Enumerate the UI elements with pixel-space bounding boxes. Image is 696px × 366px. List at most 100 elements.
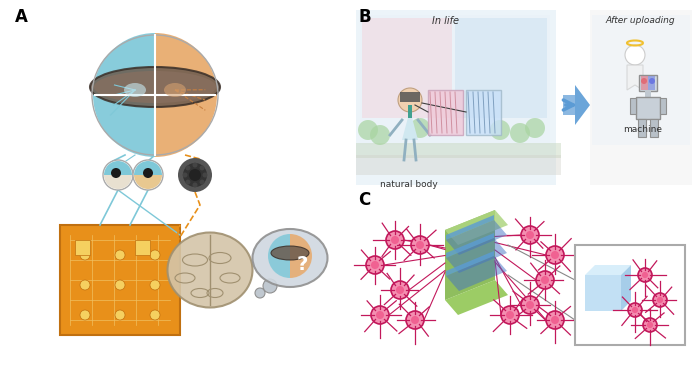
Bar bbox=[636, 97, 660, 119]
Circle shape bbox=[521, 296, 539, 314]
Bar bbox=[400, 92, 420, 102]
Circle shape bbox=[193, 183, 198, 187]
Circle shape bbox=[643, 318, 657, 332]
Circle shape bbox=[80, 310, 90, 320]
Polygon shape bbox=[445, 210, 508, 245]
Circle shape bbox=[371, 261, 379, 269]
Bar bbox=[660, 98, 666, 114]
Circle shape bbox=[182, 172, 187, 178]
Circle shape bbox=[632, 307, 638, 313]
Text: ?: ? bbox=[296, 254, 308, 273]
Bar bbox=[428, 90, 463, 135]
Circle shape bbox=[391, 281, 409, 299]
Circle shape bbox=[376, 311, 384, 319]
Circle shape bbox=[115, 250, 125, 260]
Bar bbox=[356, 143, 561, 158]
Bar bbox=[648, 76, 655, 90]
Circle shape bbox=[525, 118, 545, 138]
Circle shape bbox=[551, 316, 559, 324]
Circle shape bbox=[541, 276, 549, 284]
Circle shape bbox=[366, 256, 384, 274]
Wedge shape bbox=[268, 234, 290, 278]
Circle shape bbox=[490, 120, 510, 140]
Circle shape bbox=[115, 310, 125, 320]
Circle shape bbox=[115, 280, 125, 290]
Circle shape bbox=[641, 78, 647, 84]
Polygon shape bbox=[627, 65, 643, 90]
Bar bbox=[75, 240, 90, 255]
Ellipse shape bbox=[253, 229, 328, 287]
Bar bbox=[575, 245, 685, 345]
Circle shape bbox=[526, 301, 534, 309]
Bar bbox=[360, 15, 550, 145]
Polygon shape bbox=[446, 256, 507, 291]
Circle shape bbox=[411, 236, 429, 254]
Bar bbox=[650, 119, 658, 137]
Bar bbox=[362, 18, 452, 118]
Bar bbox=[135, 240, 150, 255]
Circle shape bbox=[80, 280, 90, 290]
Ellipse shape bbox=[90, 67, 220, 107]
Circle shape bbox=[185, 180, 191, 184]
Wedge shape bbox=[134, 175, 162, 189]
Circle shape bbox=[386, 231, 404, 249]
Circle shape bbox=[133, 160, 163, 190]
Wedge shape bbox=[134, 161, 162, 175]
Polygon shape bbox=[575, 85, 590, 125]
Wedge shape bbox=[104, 161, 132, 175]
Ellipse shape bbox=[94, 71, 216, 103]
Circle shape bbox=[501, 306, 519, 324]
Circle shape bbox=[521, 226, 539, 244]
Circle shape bbox=[263, 279, 277, 293]
Bar bbox=[630, 98, 636, 114]
Circle shape bbox=[416, 241, 424, 249]
Circle shape bbox=[546, 246, 564, 264]
Polygon shape bbox=[402, 110, 418, 140]
Circle shape bbox=[371, 306, 389, 324]
Circle shape bbox=[649, 78, 655, 84]
Text: C: C bbox=[358, 191, 370, 209]
Circle shape bbox=[551, 251, 559, 259]
Circle shape bbox=[255, 288, 265, 298]
Circle shape bbox=[370, 125, 390, 145]
Circle shape bbox=[203, 172, 207, 178]
Text: machine: machine bbox=[624, 125, 663, 134]
Polygon shape bbox=[585, 275, 621, 311]
Polygon shape bbox=[445, 210, 495, 300]
Circle shape bbox=[398, 88, 422, 112]
Circle shape bbox=[628, 303, 642, 317]
Circle shape bbox=[642, 272, 648, 278]
Circle shape bbox=[143, 168, 153, 178]
Text: natural body: natural body bbox=[380, 180, 438, 189]
Polygon shape bbox=[621, 265, 631, 311]
Circle shape bbox=[411, 316, 419, 324]
Circle shape bbox=[510, 123, 530, 143]
Bar bbox=[60, 225, 180, 335]
Ellipse shape bbox=[124, 83, 146, 97]
Bar bbox=[638, 119, 646, 137]
Circle shape bbox=[506, 311, 514, 319]
Bar bbox=[455, 18, 547, 118]
Polygon shape bbox=[563, 95, 575, 115]
Circle shape bbox=[657, 297, 663, 303]
Ellipse shape bbox=[168, 232, 253, 307]
Ellipse shape bbox=[164, 83, 186, 97]
Circle shape bbox=[536, 271, 554, 289]
Circle shape bbox=[358, 120, 378, 140]
Bar bbox=[356, 10, 556, 185]
Circle shape bbox=[193, 163, 198, 168]
Circle shape bbox=[150, 250, 160, 260]
Circle shape bbox=[183, 163, 207, 187]
Polygon shape bbox=[446, 251, 494, 276]
Circle shape bbox=[391, 236, 399, 244]
Circle shape bbox=[526, 231, 534, 239]
Circle shape bbox=[406, 311, 424, 329]
Circle shape bbox=[200, 180, 205, 184]
Text: In life: In life bbox=[432, 16, 459, 26]
Circle shape bbox=[638, 268, 652, 282]
Circle shape bbox=[189, 169, 201, 181]
Polygon shape bbox=[446, 220, 507, 255]
Polygon shape bbox=[446, 238, 507, 273]
Circle shape bbox=[200, 165, 205, 171]
Bar bbox=[641, 76, 648, 90]
